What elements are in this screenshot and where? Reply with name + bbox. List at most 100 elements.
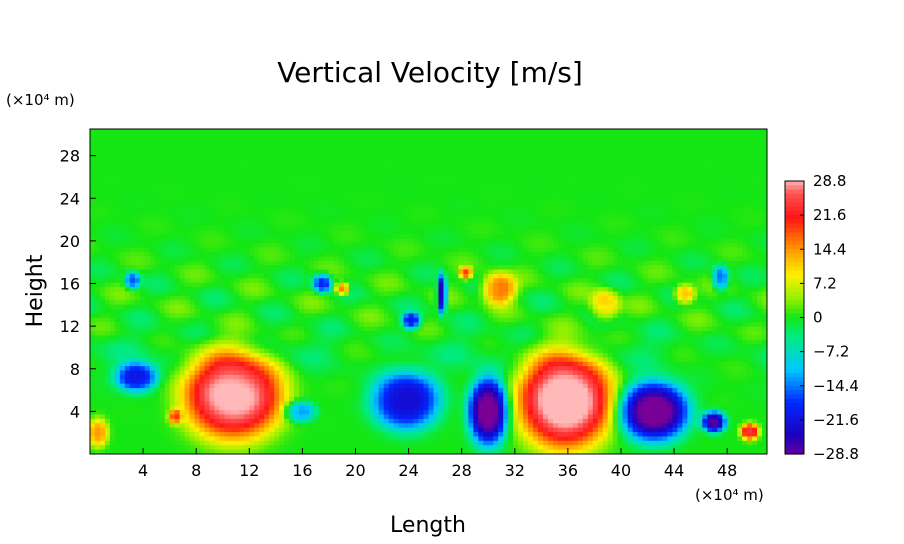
colorbar-swatch (785, 185, 804, 191)
y-tick-label: 4 (70, 402, 80, 421)
colorbar-swatch (785, 317, 804, 323)
colorbar-tick-label: 7.2 (813, 274, 837, 292)
y-tick-label: 12 (60, 317, 80, 336)
colorbar-swatch (785, 432, 804, 438)
x-axis-label: Length (390, 513, 466, 538)
x-tick-label: 20 (345, 461, 365, 480)
colorbar-swatch (785, 304, 804, 310)
colorbar-swatch (785, 330, 804, 336)
colorbar-tick-label: 14.4 (813, 240, 846, 258)
x-axis-unit: (×10⁴ m) (695, 486, 764, 504)
colorbar-swatch (785, 355, 804, 361)
colorbar-swatch (785, 411, 804, 417)
colorbar-tick-label: −14.4 (813, 377, 859, 395)
colorbar-swatch (785, 300, 804, 306)
colorbar-swatch (785, 313, 804, 319)
x-axis-ticks: 4 8 12 16 20 24 28 32 36 40 44 48 (138, 448, 737, 480)
colorbar-swatch (785, 308, 804, 314)
x-tick-label: 16 (292, 461, 312, 480)
plot-frame (89, 128, 768, 455)
colorbar-swatch (785, 215, 804, 220)
colorbar-ticks: 28.8 21.6 14.4 7.2 0 −7.2 −14.4 −21.6 −28.8 (800, 172, 859, 463)
colorbar-swatch (785, 279, 804, 284)
colorbar-swatch (785, 296, 804, 302)
colorbar-swatch (785, 428, 804, 434)
colorbar-swatch (785, 321, 804, 327)
colorbar-tick-label: −21.6 (813, 411, 859, 429)
colorbar-tick-label: 28.8 (813, 172, 846, 190)
x-tick-label: 24 (398, 461, 418, 480)
colorbar-swatch (785, 360, 804, 366)
colorbar-swatch (785, 338, 804, 344)
colorbar-tick-label: 0 (813, 309, 823, 327)
x-tick-label: 48 (717, 461, 737, 480)
colorbar-swatch (785, 223, 804, 229)
colorbar-swatch (785, 227, 804, 233)
colorbar-swatch (785, 415, 804, 421)
colorbar-swatch (785, 424, 804, 430)
x-tick-label: 12 (239, 461, 259, 480)
colorbar-swatch (785, 449, 804, 455)
y-axis-unit: (×10⁴ m) (6, 91, 75, 109)
colorbar-swatch (785, 381, 804, 387)
colorbar-swatch (785, 351, 804, 357)
x-tick-label: 8 (191, 461, 201, 480)
colorbar-swatch (785, 385, 804, 391)
colorbar-swatch (785, 219, 804, 225)
colorbar-swatch (785, 257, 804, 263)
chart-title: Vertical Velocity [m/s] (277, 56, 583, 89)
colorbar-swatch (785, 287, 804, 293)
colorbar-swatch (785, 347, 804, 353)
y-axis-label: Height (23, 254, 48, 327)
colorbar-swatch (785, 232, 804, 238)
colorbar-swatch (785, 244, 804, 250)
colorbar-swatch (785, 181, 804, 186)
colorbar-swatch (785, 377, 804, 383)
colorbar-swatch (785, 436, 804, 442)
x-tick-label: 4 (138, 461, 148, 480)
colorbar-swatch (785, 291, 804, 297)
colorbar-swatch (785, 398, 804, 404)
colorbar-tick-label: −7.2 (813, 343, 849, 361)
x-tick-label: 40 (611, 461, 631, 480)
colorbar-swatch (785, 364, 804, 370)
colorbar-tick-label: −28.8 (813, 445, 859, 463)
y-tick-label: 8 (70, 360, 80, 379)
x-tick-label: 28 (452, 461, 472, 480)
colorbar-swatch (785, 283, 804, 289)
colorbar-swatch (785, 249, 804, 255)
x-tick-label: 44 (664, 461, 684, 480)
colorbar-swatch (785, 210, 804, 216)
colorbar-swatch (785, 407, 804, 412)
colorbar-swatch (785, 334, 804, 340)
colorbar-swatch (785, 189, 804, 195)
colorbar-swatch (785, 274, 804, 280)
y-tick-label: 24 (60, 189, 80, 208)
colorbar-tick-label: 21.6 (813, 206, 846, 224)
colorbar-swatch (785, 343, 804, 348)
colorbar-swatch (785, 390, 804, 395)
colorbar-swatch (785, 236, 804, 242)
colorbar-swatch (785, 253, 804, 259)
y-tick-label: 28 (60, 147, 80, 166)
colorbar-swatch (785, 441, 804, 447)
colorbar-swatch (785, 394, 804, 400)
colorbar-swatch (785, 326, 804, 331)
heatmap-field (90, 129, 767, 454)
colorbar-swatch (785, 372, 804, 378)
x-tick-label: 36 (558, 461, 578, 480)
y-axis-ticks: 4 8 12 16 20 24 28 (60, 147, 96, 421)
colorbar-swatch (785, 402, 804, 408)
y-tick-label: 20 (60, 232, 80, 251)
colorbar (785, 181, 804, 455)
colorbar-swatch (785, 262, 804, 267)
colorbar-swatch (785, 202, 804, 208)
colorbar-swatch (785, 419, 804, 425)
colorbar-swatch (785, 445, 804, 451)
colorbar-swatch (785, 198, 804, 203)
y-tick-label: 16 (60, 275, 80, 294)
colorbar-swatch (785, 368, 804, 374)
colorbar-swatch (785, 206, 804, 212)
colorbar-swatch (785, 270, 804, 276)
